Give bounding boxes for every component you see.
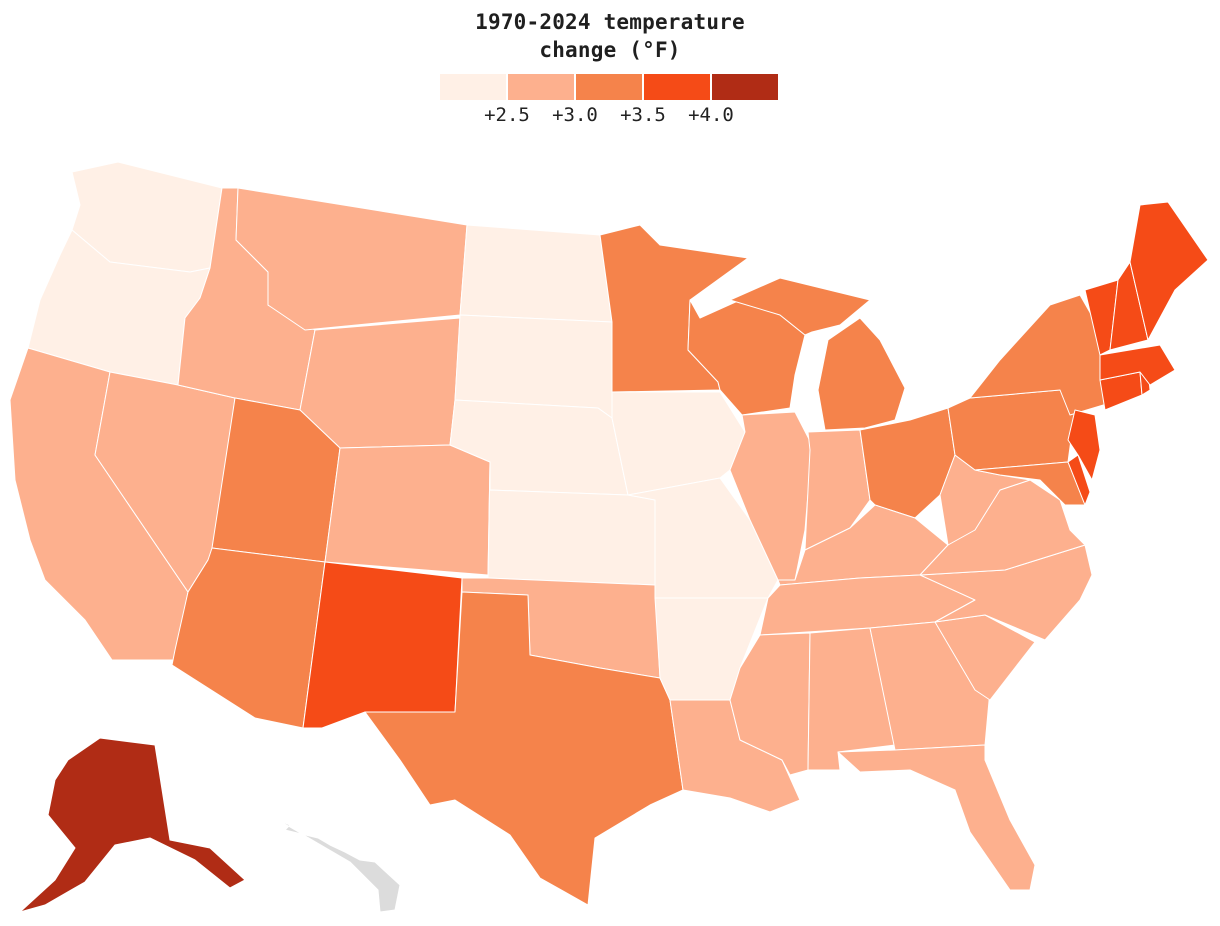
state-mi <box>817 317 906 431</box>
legend-swatch-2 <box>576 74 642 100</box>
state-pa <box>947 389 1076 471</box>
legend: 1970-2024 temperature change (°F) +2.5 +3… <box>0 0 1220 140</box>
state-ma <box>1099 344 1176 386</box>
legend-tick-label: +2.5 <box>484 104 530 126</box>
state-nj <box>1067 409 1101 481</box>
legend-swatch-3 <box>644 74 710 100</box>
state-nm <box>302 561 463 729</box>
legend-tick-label: +3.5 <box>620 104 666 126</box>
state-ak <box>19 737 246 913</box>
state-ia <box>611 391 746 496</box>
legend-tick-label: +3.0 <box>552 104 598 126</box>
state-de <box>1067 454 1091 506</box>
state-co <box>324 444 491 576</box>
state-nd <box>459 224 613 323</box>
legend-swatch-1 <box>508 74 574 100</box>
state-mi <box>729 277 871 336</box>
legend-swatch-4 <box>712 74 778 100</box>
state-tx <box>364 591 684 906</box>
legend-title-line-2: change (°F) <box>539 38 681 62</box>
legend-tick-label: +4.0 <box>688 104 734 126</box>
state-wy <box>299 317 461 449</box>
legend-title-line-1: 1970-2024 temperature <box>475 10 745 34</box>
state-hi <box>277 819 401 913</box>
state-me <box>1129 201 1209 341</box>
state-ms <box>729 632 811 776</box>
legend-swatch-0 <box>440 74 506 100</box>
state-fl <box>837 744 1036 891</box>
